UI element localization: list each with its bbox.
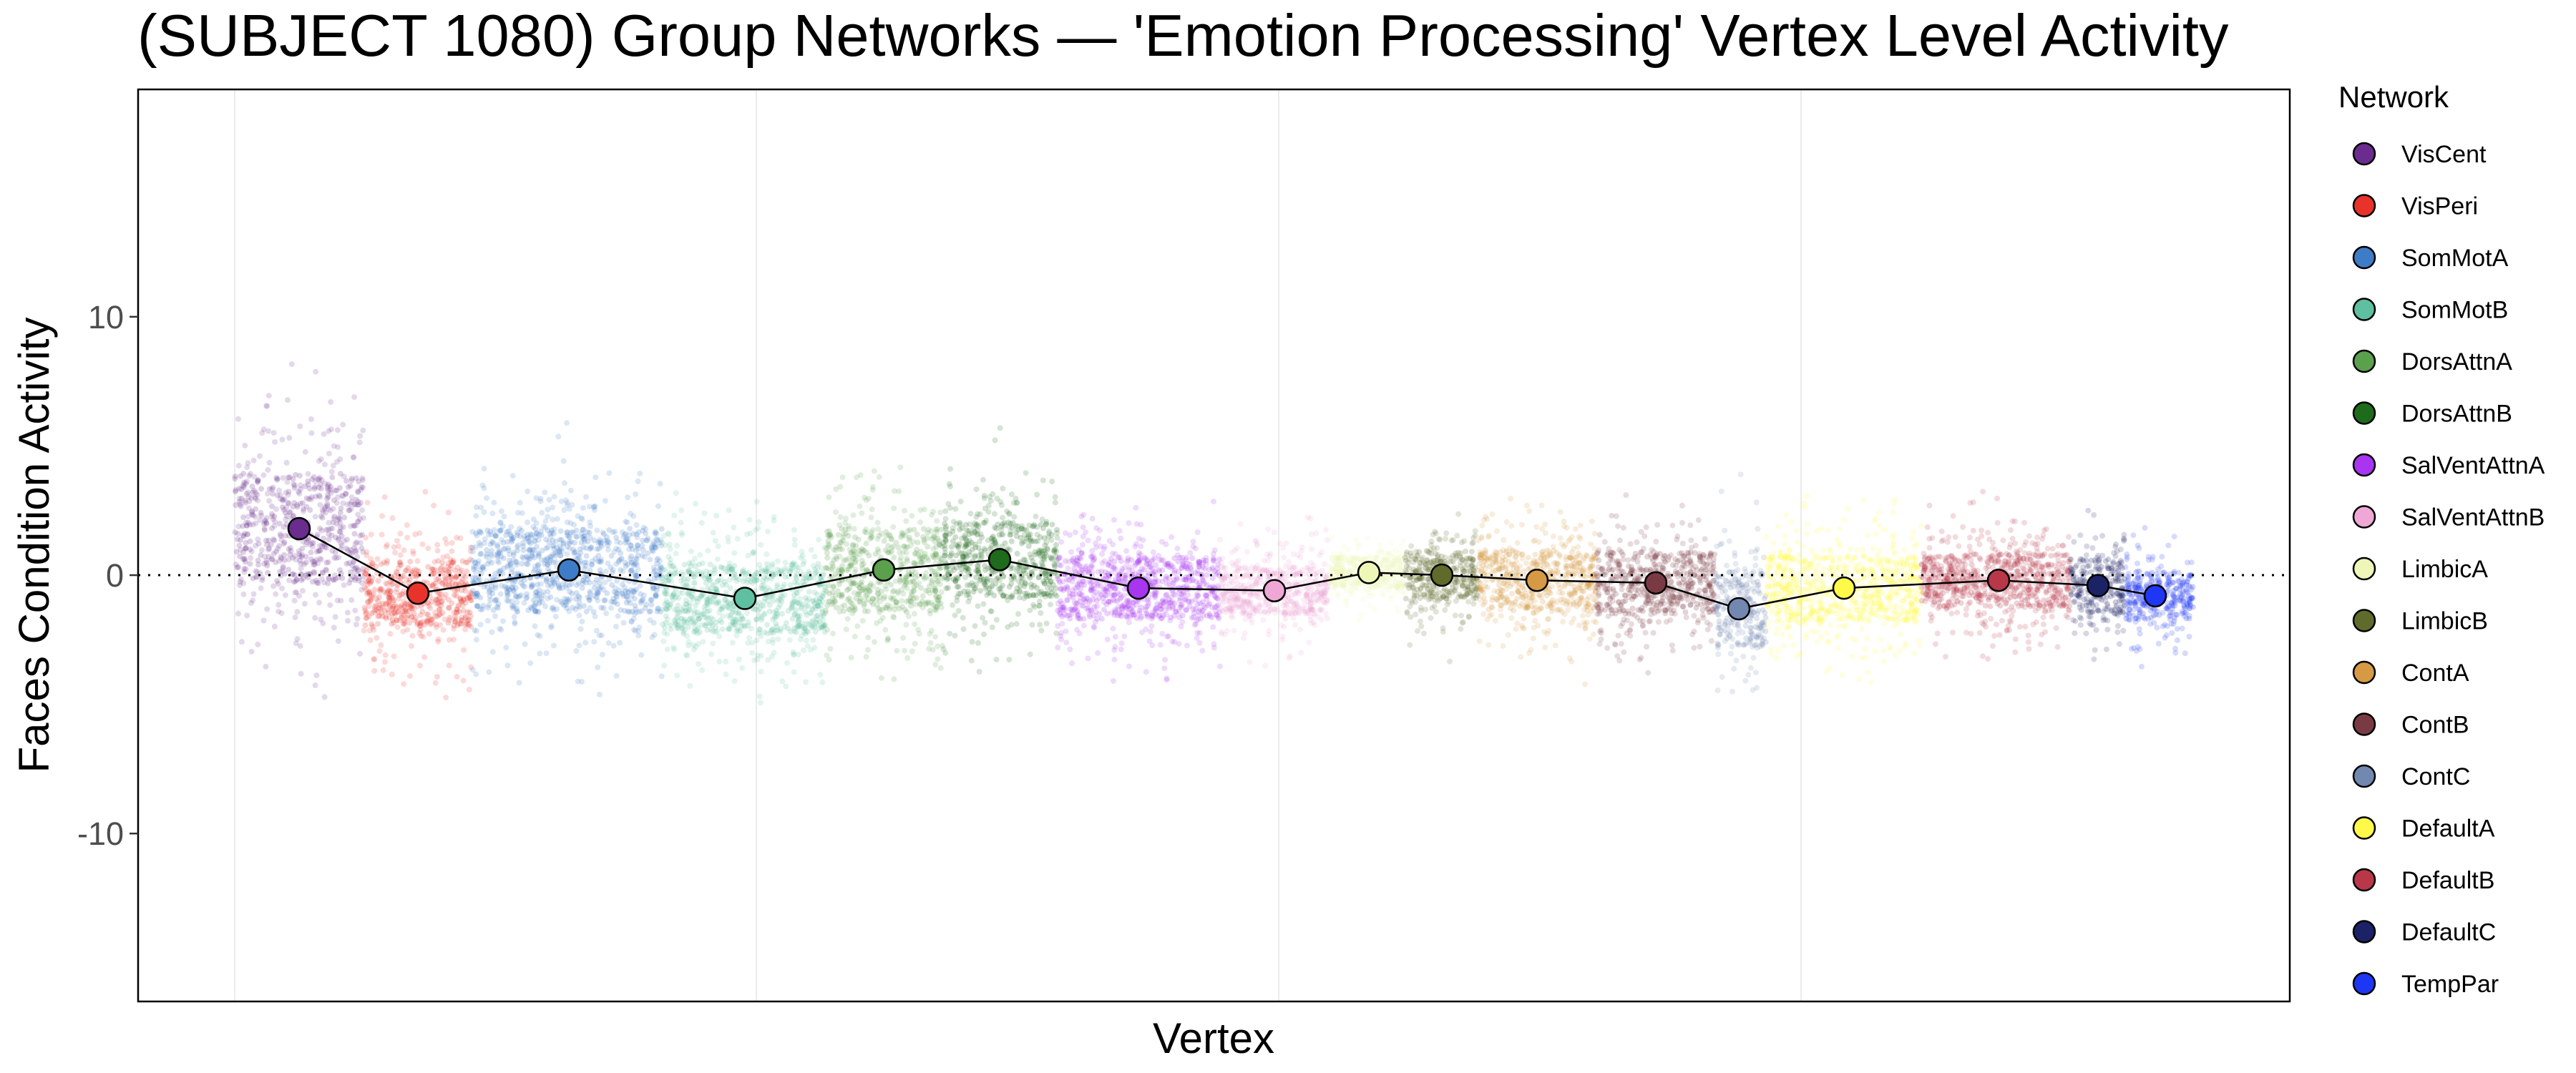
x-axis-title: Vertex <box>1153 1014 1274 1062</box>
mean-point-sommota <box>557 558 581 582</box>
legend-label: SalVentAttnB <box>2401 504 2545 531</box>
y-tick-label: 10 <box>88 299 124 335</box>
legend-key <box>2352 194 2376 217</box>
legend-key <box>2352 660 2376 685</box>
legend-label: SomMotA <box>2401 245 2509 272</box>
legend-label: SalVentAttnA <box>2401 452 2545 479</box>
legend-label: TempPar <box>2401 971 2499 998</box>
legend-item-sommota: SomMotA <box>2352 245 2509 272</box>
legend-label: LimbicA <box>2401 556 2488 583</box>
legend-key <box>2352 401 2376 425</box>
y-axis: -10 0 10 <box>77 299 138 852</box>
mean-point-conta <box>1525 569 1549 592</box>
legend-key <box>2352 453 2376 477</box>
mean-point-dorsattnb <box>987 548 1012 572</box>
legend-item-visperi: VisPeri <box>2352 193 2478 220</box>
legend-item-defaultb: DefaultB <box>2352 867 2494 894</box>
legend-key <box>2352 505 2376 529</box>
legend-key <box>2352 920 2376 944</box>
mean-point-visperi <box>406 582 430 605</box>
legend-key <box>2352 298 2376 321</box>
scatter-cloud-defaultb <box>1918 489 2074 662</box>
legend-item-contb: ContB <box>2352 712 2469 739</box>
mean-point-contc <box>1727 597 1751 621</box>
mean-point-sommotb <box>733 587 757 610</box>
legend-item-conta: ContA <box>2352 660 2469 687</box>
scatter-cloud-sommotb <box>659 490 828 706</box>
scatter-layer <box>232 361 2196 706</box>
legend-item-limbica: LimbicA <box>2352 556 2488 583</box>
legend-label: VisCent <box>2401 141 2487 168</box>
scatter-cloud-contb <box>1594 492 1718 676</box>
chart-title: (SUBJECT 1080) Group Networks — 'Emotion… <box>137 2 2229 69</box>
legend-key <box>2352 557 2376 581</box>
scatter-cloud-sommota <box>469 420 665 697</box>
legend-key <box>2352 349 2376 373</box>
scatter-cloud-limbicb <box>1402 511 1481 665</box>
legend-item-sommotb: SomMotB <box>2352 297 2508 324</box>
mean-point-contb <box>1644 571 1668 595</box>
mean-point-limbicb <box>1430 563 1454 587</box>
legend-item-defaulta: DefaultA <box>2352 815 2495 843</box>
y-tick-label: -10 <box>77 815 124 852</box>
mean-point-salventattnb <box>1262 579 1287 602</box>
legend: VisCent VisPeri SomMotA SomMotB DorsAttnA Dor… <box>2352 141 2545 998</box>
y-axis-title: Faces Condition Activity <box>10 318 58 773</box>
legend-label: DefaultC <box>2401 919 2496 946</box>
legend-key <box>2352 764 2376 788</box>
mean-point-dorsattna <box>872 558 896 582</box>
legend-label: ContC <box>2401 763 2470 790</box>
y-tick-label: 0 <box>106 557 124 594</box>
legend-item-salventattna: SalVentAttnA <box>2352 452 2545 479</box>
legend-key <box>2352 142 2376 166</box>
legend-key <box>2352 609 2376 632</box>
legend-key <box>2352 245 2376 270</box>
legend-label: DefaultA <box>2401 815 2495 843</box>
legend-label: DorsAttnA <box>2401 348 2512 376</box>
legend-label: ContA <box>2401 660 2469 687</box>
mean-point-salventattna <box>1126 576 1151 600</box>
mean-point-defaultc <box>2086 574 2110 597</box>
legend-item-viscent: VisCent <box>2352 141 2487 168</box>
legend-item-limbicb: LimbicB <box>2352 608 2488 635</box>
legend-item-salventattnb: SalVentAttnB <box>2352 504 2545 531</box>
scatter-cloud-contc <box>1713 471 1769 695</box>
mean-point-viscent <box>287 516 311 541</box>
legend-title: Network <box>2338 80 2449 114</box>
legend-item-dorsattna: DorsAttnA <box>2352 348 2512 376</box>
legend-label: ContB <box>2401 712 2469 739</box>
legend-key <box>2352 868 2376 892</box>
legend-item-dorsattnb: DorsAttnB <box>2352 401 2512 428</box>
legend-item-contc: ContC <box>2352 763 2470 790</box>
legend-item-temppar: TempPar <box>2352 971 2499 998</box>
legend-item-defaultc: DefaultC <box>2352 919 2496 946</box>
legend-label: DefaultB <box>2401 867 2494 894</box>
mean-point-temppar <box>2143 584 2167 608</box>
mean-layer <box>287 516 2167 621</box>
mean-point-limbica <box>1357 561 1381 584</box>
legend-label: LimbicB <box>2401 608 2488 635</box>
scatter-cloud-viscent <box>232 361 366 700</box>
legend-key <box>2352 816 2376 840</box>
legend-key <box>2352 712 2376 736</box>
grid-layer <box>234 89 1802 1001</box>
legend-label: SomMotB <box>2401 297 2508 324</box>
scatter-cloud-dorsattna <box>822 464 946 682</box>
legend-key <box>2352 971 2376 996</box>
legend-label: DorsAttnB <box>2401 401 2512 428</box>
legend-label: VisPeri <box>2401 193 2478 220</box>
plot-panel-border <box>137 88 2291 1003</box>
mean-point-defaultb <box>1986 569 2011 592</box>
mean-point-defaulta <box>1832 576 1856 600</box>
